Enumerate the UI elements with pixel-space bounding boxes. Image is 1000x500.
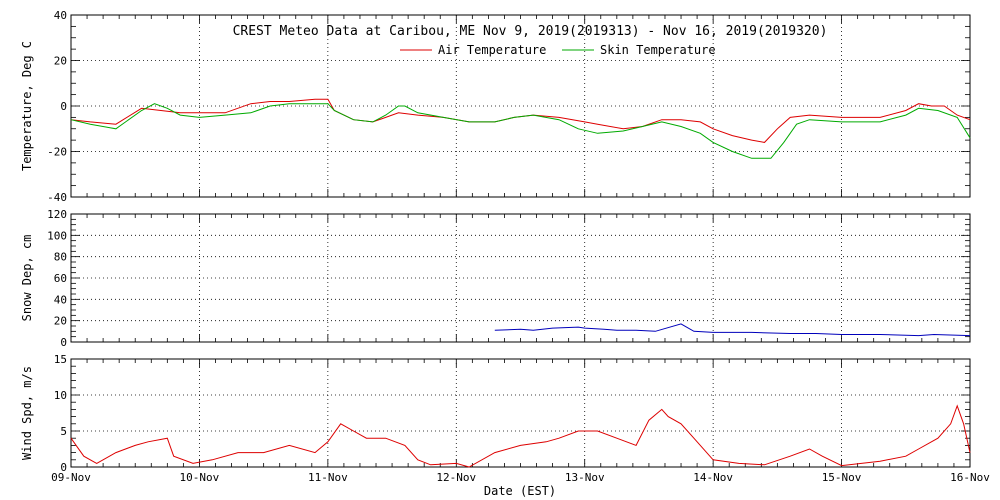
y-tick-label: 60 — [54, 272, 67, 285]
panel-wind: 0 5 10 15 Wind Spd, m/s — [20, 353, 971, 474]
y-tick-label: 80 — [54, 251, 67, 264]
panels: -40 -20 0 20 40 Temperature, Deg C 0 20 40 60 80 10… — [20, 9, 971, 474]
x-axis-ticks: 09-Nov 10-Nov 11-Nov 12-Nov 13-Nov 14-Nov 15-N… — [51, 471, 990, 484]
y-axis-label: Temperature, Deg C — [20, 41, 34, 171]
series-line-snow-0 — [494, 323, 971, 337]
x-tick-label: 11-Nov — [308, 471, 348, 484]
y-axis-label: Wind Spd, m/s — [20, 366, 34, 460]
y-tick-label: 0 — [60, 461, 67, 474]
y-tick-label: 40 — [54, 293, 67, 306]
y-tick-label: 0 — [60, 100, 67, 113]
legend-entry: Air Temperature — [438, 43, 546, 57]
chart-title: CREST Meteo Data at Caribou, ME Nov 9, 2… — [233, 24, 828, 39]
y-tick-label: 20 — [54, 55, 67, 68]
y-tick-label: 40 — [54, 9, 67, 22]
x-tick-label: 10-Nov — [180, 471, 220, 484]
y-tick-label: -40 — [47, 191, 67, 204]
y-tick-label: 120 — [47, 208, 67, 221]
panel-snow: 0 20 40 60 80 100 120 Snow Dep, cm — [20, 208, 971, 349]
x-tick-label: 15-Nov — [822, 471, 862, 484]
plot-frame — [70, 14, 971, 198]
y-tick-label: 20 — [54, 315, 67, 328]
series-line-wind-0 — [70, 404, 971, 468]
y-tick-label: 5 — [60, 425, 67, 438]
x-tick-label: 16-Nov — [950, 471, 990, 484]
x-axis-label: Date (EST) — [484, 484, 556, 498]
y-tick-label: 15 — [54, 353, 67, 366]
x-tick-label: 09-Nov — [51, 471, 91, 484]
x-tick-label: 12-Nov — [436, 471, 476, 484]
y-tick-label: 100 — [47, 229, 67, 242]
y-tick-label: 10 — [54, 389, 67, 402]
x-tick-label: 14-Nov — [693, 471, 733, 484]
plot-frame — [70, 213, 971, 343]
legend-entry: Skin Temperature — [600, 43, 716, 57]
x-tick-label: 13-Nov — [565, 471, 605, 484]
series-line-temperature-1 — [70, 103, 971, 159]
y-tick-label: 0 — [60, 336, 67, 349]
plot-frame — [70, 358, 971, 468]
panel-temperature: -40 -20 0 20 40 Temperature, Deg C — [20, 9, 971, 204]
y-tick-label: -20 — [47, 146, 67, 159]
legend: Air Temperature Skin Temperature — [400, 43, 716, 57]
y-axis-label: Snow Dep, cm — [20, 235, 34, 322]
